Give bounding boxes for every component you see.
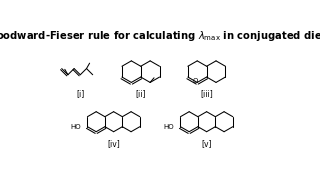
Text: [i]: [i] xyxy=(76,89,84,98)
Text: [iv]: [iv] xyxy=(107,139,120,148)
Text: HO: HO xyxy=(71,124,81,130)
Text: Woodward-Fieser rule for calculating $\lambda_{\mathrm{max}}$ in conjugated dien: Woodward-Fieser rule for calculating $\l… xyxy=(0,29,320,43)
Text: [ii]: [ii] xyxy=(135,89,146,98)
Text: [iii]: [iii] xyxy=(200,89,213,98)
Text: HO: HO xyxy=(164,124,174,130)
Text: O: O xyxy=(193,78,198,84)
Text: [v]: [v] xyxy=(201,139,212,148)
